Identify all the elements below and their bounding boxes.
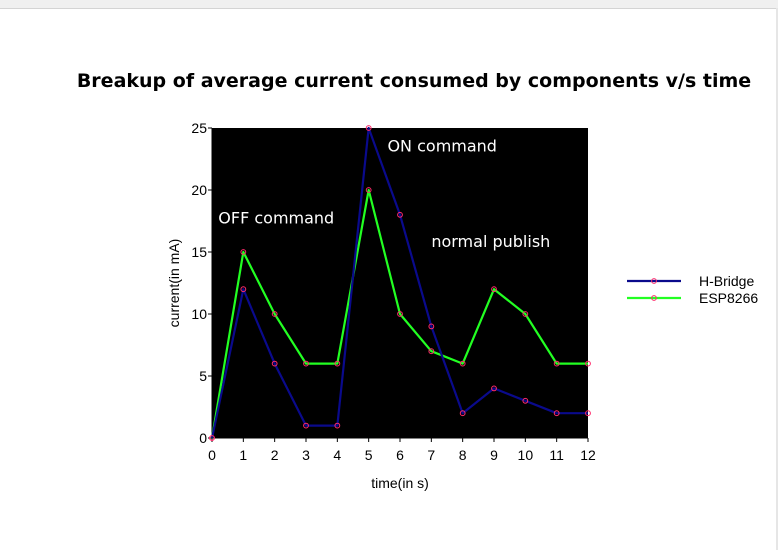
series-layer (209, 125, 591, 441)
data-point (459, 410, 466, 417)
chart-annotation: OFF command (218, 208, 334, 227)
legend-entry: ESP8266 (627, 290, 758, 306)
data-point (271, 311, 278, 317)
data-point (365, 187, 372, 193)
data-point (491, 385, 497, 392)
data-point (397, 211, 403, 218)
data-point (428, 348, 435, 355)
data-point (334, 360, 341, 367)
y-tick-label: 10 (191, 306, 207, 322)
x-tick-label: 1 (239, 447, 247, 463)
x-tick-label: 10 (518, 447, 534, 463)
data-point (365, 125, 372, 131)
chart-title: Breakup of average current consumed by c… (77, 70, 751, 92)
y-tick-label: 15 (191, 244, 207, 260)
x-tick-label: 4 (333, 447, 341, 463)
x-tick-label: 12 (580, 447, 596, 463)
data-point (522, 397, 529, 404)
data-point (271, 360, 278, 367)
legend-marker (651, 278, 657, 284)
data-point (240, 249, 247, 255)
x-tick-label: 2 (271, 447, 279, 463)
x-tick-label: 3 (302, 447, 310, 463)
plot-area (212, 128, 588, 438)
data-point (459, 360, 466, 367)
series-h-bridge (209, 125, 591, 441)
data-point (522, 311, 529, 317)
data-point (240, 286, 247, 293)
x-tick-label: 11 (549, 447, 564, 463)
data-point (428, 323, 435, 330)
x-tick-label: 8 (459, 447, 467, 463)
chart-annotation: normal publish (431, 232, 550, 251)
data-point (397, 311, 403, 317)
x-tick-label: 0 (208, 447, 216, 463)
legend-label: H-Bridge (699, 273, 754, 289)
window-right-edge (776, 8, 778, 550)
data-point (209, 435, 215, 441)
x-tick-label: 9 (490, 447, 498, 463)
data-point (585, 410, 591, 417)
data-point (334, 422, 341, 429)
y-tick-label: 0 (199, 430, 207, 446)
data-point (303, 360, 309, 367)
legend-entry: H-Bridge (627, 273, 754, 289)
annotation-layer: OFF command ON command normal publish (218, 137, 550, 251)
legend-label: ESP8266 (699, 290, 758, 306)
data-point (553, 410, 560, 417)
y-axis-label: current(in mA) (166, 239, 182, 328)
chart-annotation: ON command (387, 137, 497, 156)
x-tick-label: 6 (396, 447, 404, 463)
window-top-bar (0, 0, 778, 9)
series-line-esp8266 (210, 188, 588, 439)
y-tick-label: 5 (199, 368, 207, 384)
x-tick-label: 7 (427, 447, 435, 463)
data-point (491, 286, 497, 293)
y-tick-label: 20 (191, 182, 207, 198)
data-point (585, 360, 591, 367)
series-line-h-bridge (210, 126, 588, 439)
x-axis-label: time(in s) (371, 475, 429, 491)
legend-marker (651, 295, 657, 301)
x-tick-label: 5 (365, 447, 373, 463)
data-point (303, 422, 309, 429)
y-tick-label: 25 (191, 120, 207, 136)
data-point (553, 360, 560, 367)
